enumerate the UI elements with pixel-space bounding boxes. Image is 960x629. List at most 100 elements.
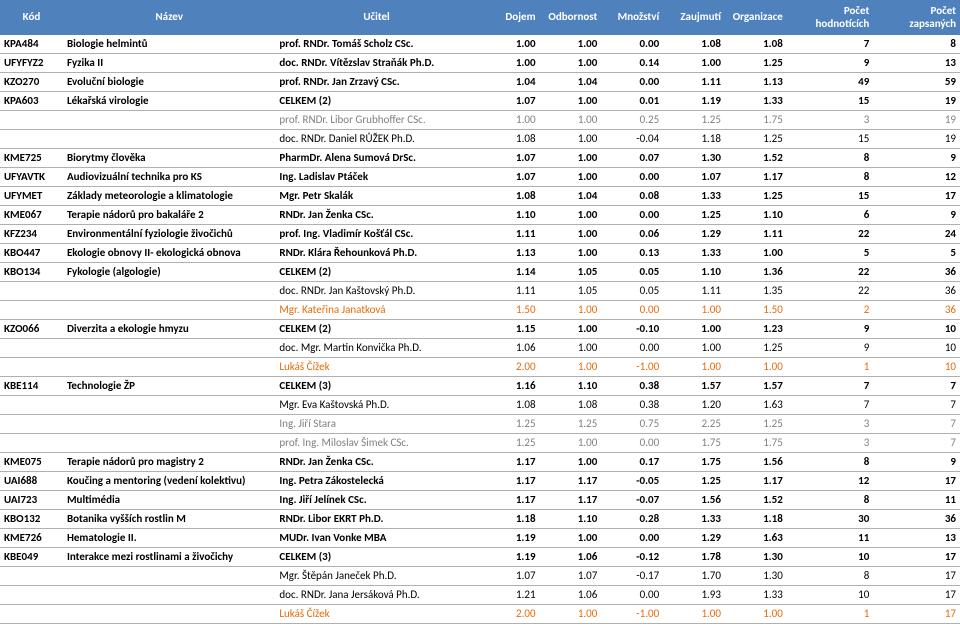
cell-dojem: 1.00 <box>478 34 540 53</box>
cell-ucitel: prof. Ing. Vladimír Košťál CSc. <box>275 224 477 243</box>
cell-ucitel: prof. RNDr. Jan Zrzavý CSc. <box>275 72 477 91</box>
header-hodn: Počethodnotících <box>787 0 874 34</box>
cell-dojem: 1.14 <box>478 262 540 281</box>
cell-zauj: 1.11 <box>663 72 725 91</box>
cell-org: 1.30 <box>725 547 787 566</box>
cell-zap: 13 <box>873 528 960 547</box>
cell-kod: KBE114 <box>0 376 63 395</box>
cell-ucitel: doc. RNDr. Vítězslav Straňák Ph.D. <box>275 53 477 72</box>
cell-dojem: 1.06 <box>478 338 540 357</box>
cell-mnoz: 0.00 <box>601 300 663 319</box>
cell-ucitel: Lukáš Čížek <box>275 604 477 623</box>
cell-zap: 9 <box>873 205 960 224</box>
table-row: KME075Terapie nádorů pro magistry 2RNDr.… <box>0 452 960 471</box>
cell-nazev: Botanika vyšších rostlin M <box>63 509 275 528</box>
cell-org: 1.17 <box>725 167 787 186</box>
cell-zauj: 1.70 <box>663 566 725 585</box>
cell-org: 1.36 <box>725 262 787 281</box>
cell-ucitel: CELKEM (2) <box>275 319 477 338</box>
cell-ucitel: doc. RNDr. Jan Kaštovský Ph.D. <box>275 281 477 300</box>
cell-hodn: 2 <box>787 300 874 319</box>
cell-kod <box>0 338 63 357</box>
cell-org: 1.25 <box>725 414 787 433</box>
cell-hodn: 15 <box>787 129 874 148</box>
table-row: doc. RNDr. Daniel RŮŽEK Ph.D.1.081.00-0.… <box>0 129 960 148</box>
table-row: prof. RNDr. Libor Grubhoffer CSc.1.001.0… <box>0 110 960 129</box>
cell-nazev: Diverzita a ekologie hmyzu <box>63 319 275 338</box>
cell-dojem: 2.00 <box>478 357 540 376</box>
cell-kod: KME075 <box>0 452 63 471</box>
table-row: Mgr. Eva Kaštovská Ph.D.1.081.080.381.20… <box>0 395 960 414</box>
cell-zap: 17 <box>873 566 960 585</box>
table-row: Mgr. Kateřina Janatková1.501.000.001.001… <box>0 300 960 319</box>
cell-dojem: 2.00 <box>478 604 540 623</box>
cell-hodn: 8 <box>787 490 874 509</box>
cell-mnoz: -0.04 <box>601 129 663 148</box>
cell-odb: 1.00 <box>540 53 602 72</box>
cell-ucitel: CELKEM (3) <box>275 547 477 566</box>
cell-org: 1.17 <box>725 471 787 490</box>
cell-org: 1.63 <box>725 395 787 414</box>
cell-org: 1.18 <box>725 509 787 528</box>
table-row: Ing. Jiří Stara1.251.250.752.251.2537 <box>0 414 960 433</box>
cell-dojem: 1.17 <box>478 471 540 490</box>
table-row: KBO134Fykologie (algologie)CELKEM (2)1.1… <box>0 262 960 281</box>
cell-hodn: 3 <box>787 414 874 433</box>
cell-kod <box>0 585 63 604</box>
cell-dojem: 1.07 <box>478 91 540 110</box>
cell-dojem: 1.08 <box>478 186 540 205</box>
cell-mnoz: 0.05 <box>601 281 663 300</box>
cell-kod: UAI688 <box>0 471 63 490</box>
cell-mnoz: 0.00 <box>601 34 663 53</box>
cell-odb: 1.00 <box>540 205 602 224</box>
cell-dojem: 1.08 <box>478 129 540 148</box>
cell-kod <box>0 433 63 452</box>
cell-ucitel: doc. RNDr. Daniel RŮŽEK Ph.D. <box>275 129 477 148</box>
cell-odb: 1.05 <box>540 281 602 300</box>
cell-zap: 36 <box>873 281 960 300</box>
table-row: UFYMETZáklady meteorologie a klimatologi… <box>0 186 960 205</box>
cell-org: 1.13 <box>725 72 787 91</box>
cell-odb: 1.00 <box>540 300 602 319</box>
cell-odb: 1.00 <box>540 129 602 148</box>
cell-odb: 1.08 <box>540 395 602 414</box>
cell-hodn: 3 <box>787 433 874 452</box>
cell-nazev: Hematologie II. <box>63 528 275 547</box>
cell-odb: 1.04 <box>540 186 602 205</box>
table-row: UAI723MultimédiaIng. Jiří Jelínek CSc.1.… <box>0 490 960 509</box>
cell-hodn: 7 <box>787 376 874 395</box>
cell-zap: 59 <box>873 72 960 91</box>
cell-zap: 7 <box>873 433 960 452</box>
cell-zauj: 1.10 <box>663 262 725 281</box>
cell-zap: 10 <box>873 357 960 376</box>
cell-nazev: Koučing a mentoring (vedení kolektivu) <box>63 471 275 490</box>
cell-zauj: 1.20 <box>663 395 725 414</box>
table-row: Lukáš Čížek2.001.00-1.001.001.00110 <box>0 357 960 376</box>
table-row: Lukáš Čížek2.001.00-1.001.001.00117 <box>0 604 960 623</box>
cell-ucitel: Ing. Jiří Jelínek CSc. <box>275 490 477 509</box>
cell-mnoz: 0.00 <box>601 338 663 357</box>
cell-mnoz: -0.05 <box>601 471 663 490</box>
cell-org: 1.63 <box>725 528 787 547</box>
cell-kod <box>0 395 63 414</box>
cell-hodn: 8 <box>787 148 874 167</box>
cell-mnoz: 0.00 <box>601 433 663 452</box>
cell-zauj: 1.08 <box>663 34 725 53</box>
cell-nazev <box>63 357 275 376</box>
cell-kod <box>0 414 63 433</box>
cell-mnoz: 0.00 <box>601 167 663 186</box>
cell-dojem: 1.21 <box>478 585 540 604</box>
cell-dojem: 1.13 <box>478 243 540 262</box>
cell-nazev: Evoluční biologie <box>63 72 275 91</box>
cell-zap: 11 <box>873 490 960 509</box>
cell-org: 1.75 <box>725 110 787 129</box>
cell-hodn: 15 <box>787 186 874 205</box>
cell-zauj: 1.57 <box>663 376 725 395</box>
cell-kod: UFYAVTK <box>0 167 63 186</box>
cell-zap: 8 <box>873 34 960 53</box>
cell-org: 1.33 <box>725 585 787 604</box>
cell-zap: 19 <box>873 91 960 110</box>
cell-dojem: 1.00 <box>478 110 540 129</box>
cell-nazev: Terapie nádorů pro bakaláře 2 <box>63 205 275 224</box>
cell-ucitel: Lukáš Čížek <box>275 357 477 376</box>
